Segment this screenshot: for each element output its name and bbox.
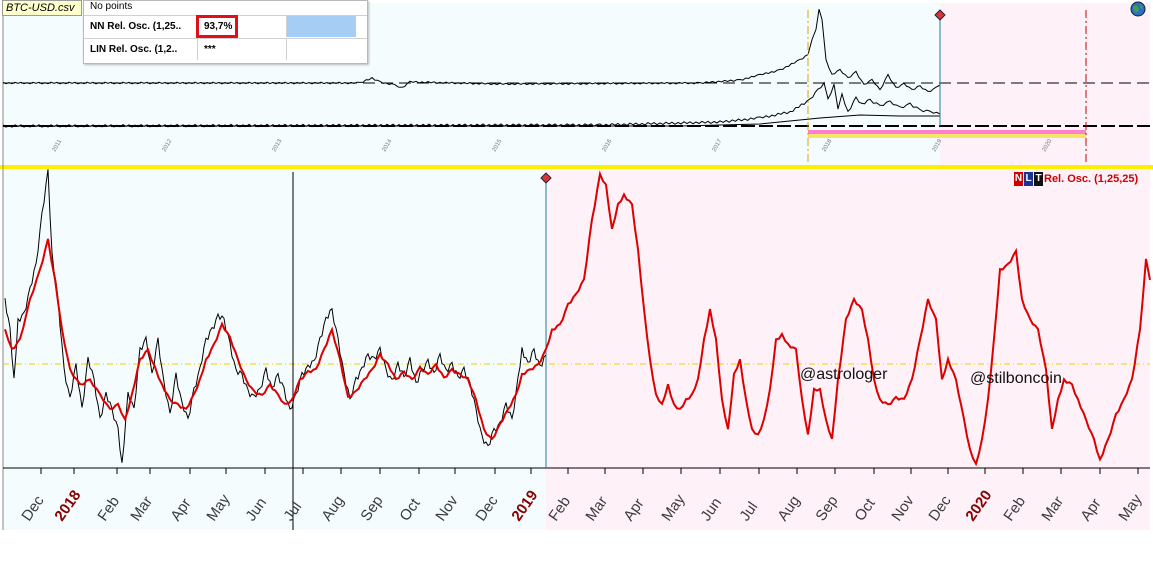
info-row-label: LIN Rel. Osc. (1,2.. [90,44,178,55]
overview-now-marker-icon[interactable] [934,9,946,21]
file-tab-label: BTC-USD.csv [6,2,75,14]
overview-trend-line [3,114,940,127]
nn-color-swatch[interactable] [286,16,356,37]
mini-forecast-bg [940,3,1150,165]
month-tick-marks [40,468,1139,474]
actual-price-oscillator-line [4,169,547,463]
watermark-stilboncoin: @stilboncoin [970,370,1062,387]
legend-n-badge: N [1014,172,1023,186]
legend-t-badge: T [1034,172,1043,186]
globe-icon[interactable] [1130,1,1146,17]
info-panel-title: No points [90,1,133,12]
info-row-lin[interactable]: LIN Rel. Osc. (1,2.. *** [84,38,367,61]
lin-correlation-value: *** [204,44,216,55]
file-tab[interactable]: BTC-USD.csv [2,0,82,16]
overview-range-band-lower [808,134,1086,138]
legend-series-name: Rel. Osc. (1,25,25) [1044,173,1139,185]
overview-range-band [808,130,1086,134]
legend-l-badge: L [1024,172,1033,186]
watermark-astrologer: @astrologer [800,366,888,383]
main-history-bg [3,170,546,530]
overview-price-line [2,9,941,92]
lin-color-swatch[interactable] [286,39,356,60]
nn-correlation-value: 93,7% [204,21,233,32]
overview-chart[interactable]: 2011 2012 2013 2014 2015 2016 2017 2018 2019 2020 [2,9,1150,165]
info-panel: No points NN Rel. Osc. (1,25.. 93,7% LIN… [83,0,368,64]
rel-osc-forecast-line [4,170,1151,467]
main-forecast-bg [546,170,1150,530]
forecast-start-marker-icon[interactable] [540,172,552,184]
overview-year-label: 2011 [52,138,64,153]
highlight-box [196,15,238,38]
info-row-value: *** [197,39,287,60]
pane-divider[interactable] [0,165,1153,169]
info-row-label: NN Rel. Osc. (1,25.. [90,21,182,32]
